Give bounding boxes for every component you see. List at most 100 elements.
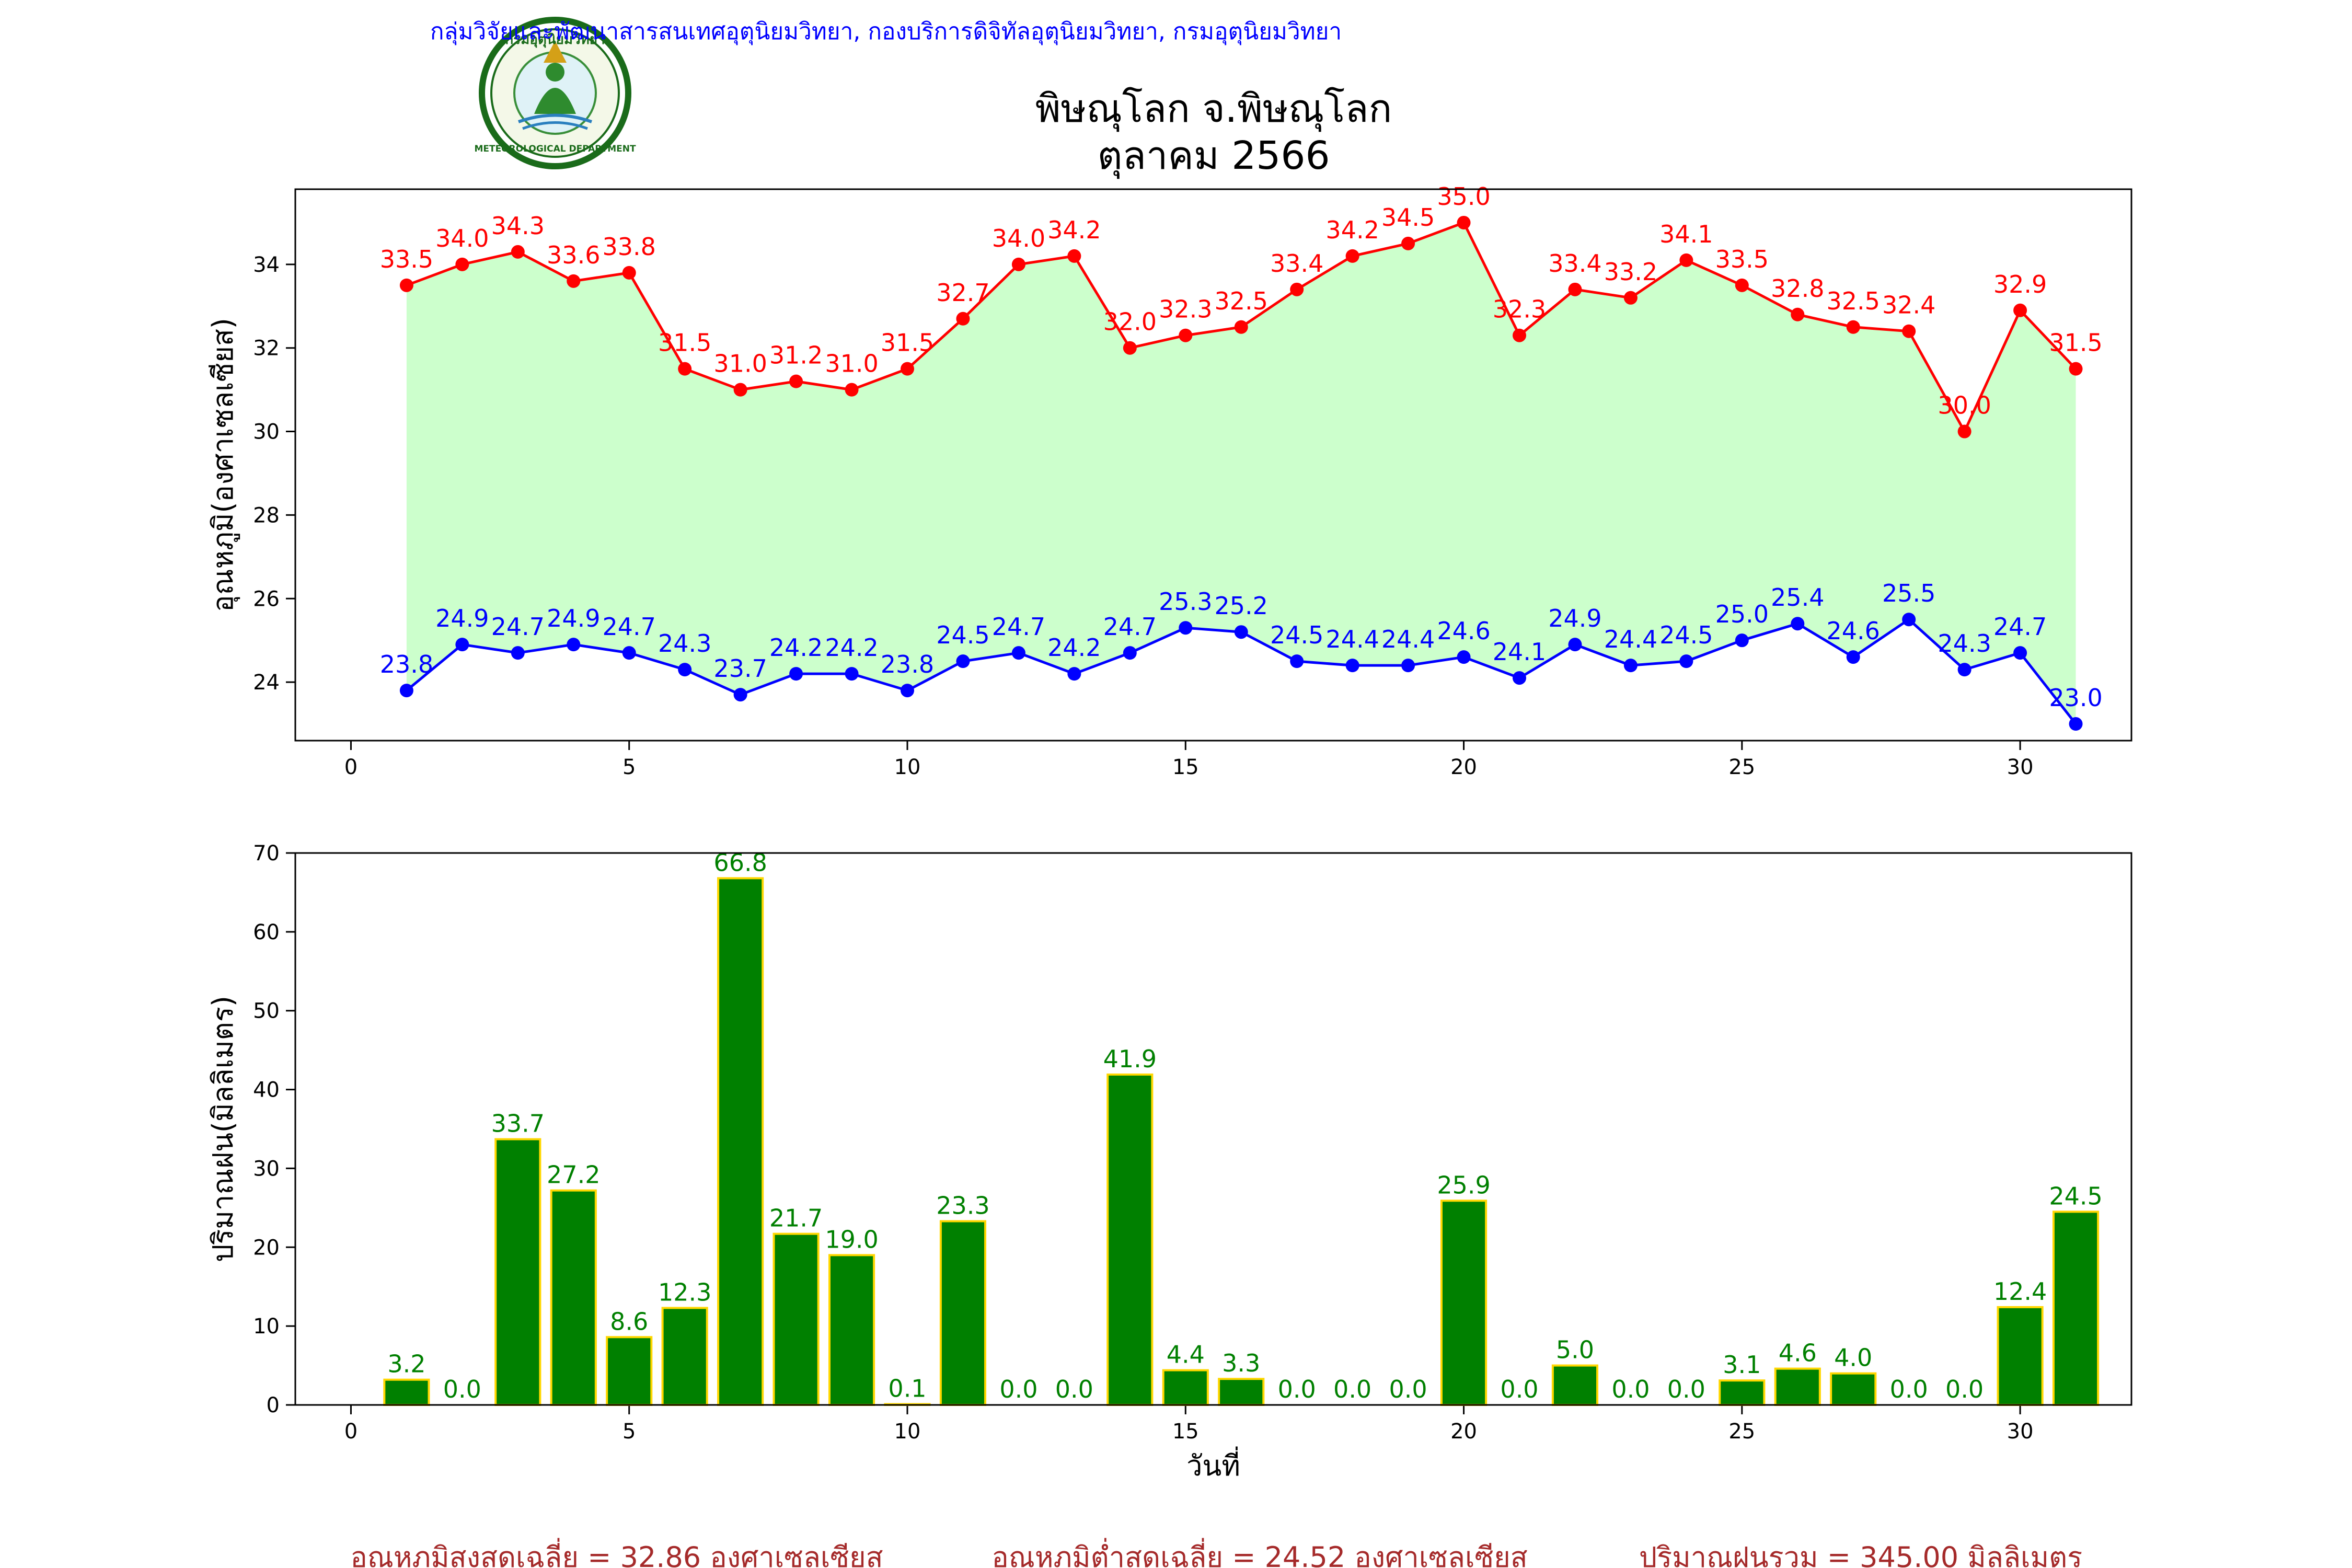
- min-temp-data-label: 24.7: [1103, 613, 1157, 641]
- max-temp-point: [1401, 236, 1415, 250]
- min-temp-point: [622, 646, 636, 660]
- rainfall-plot-frame: [294, 852, 2132, 1406]
- agency-credit: กลุ่มวิจัยและพัฒนาสารสนเทศอุตุนิยมวิทยา,…: [430, 18, 1342, 45]
- max-temp-data-label: 32.5: [1215, 287, 1268, 315]
- max-temp-point: [1679, 253, 1693, 267]
- max-temp-data-label: 35.0: [1437, 182, 1490, 211]
- rain-data-label: 3.1: [1723, 1351, 1761, 1379]
- rain-bar: [1551, 1364, 1599, 1406]
- max-temp-data-label: 31.5: [658, 329, 711, 357]
- min-temp-point: [1957, 663, 1971, 677]
- max-temp-data-label: 30.0: [1938, 391, 1991, 420]
- y-axis-label: ปริมาณฝน(มิลลิเมตร): [206, 996, 239, 1262]
- max-temp-data-label: 33.6: [547, 241, 600, 269]
- max-temp-data-label: 32.0: [1103, 308, 1157, 336]
- min-temp-point: [567, 638, 581, 652]
- rain-data-label: 5.0: [1556, 1336, 1594, 1364]
- max-temp-point: [567, 274, 581, 288]
- min-temp-data-label: 24.7: [992, 613, 1045, 641]
- y-tick-label: 0: [267, 1393, 280, 1417]
- max-temp-data-label: 32.5: [1827, 287, 1880, 315]
- max-temp-point: [956, 312, 970, 326]
- min-temp-data-label: 24.5: [936, 621, 989, 649]
- rain-data-label: 0.0: [1389, 1375, 1427, 1403]
- max-temp-point: [399, 278, 413, 292]
- max-temp-point: [1902, 324, 1916, 338]
- max-temp-point: [1179, 328, 1193, 342]
- rain-data-label: 21.7: [769, 1204, 823, 1232]
- rain-bar: [828, 1254, 875, 1406]
- min-temp-point: [678, 663, 692, 677]
- summary-rain-total: ปริมาณฝนรวม = 345.00 มิลลิเมตร: [1639, 1541, 2082, 1568]
- min-temp-point: [733, 688, 747, 702]
- rain-data-label: 4.4: [1167, 1341, 1205, 1369]
- min-temp-point: [1568, 638, 1582, 652]
- rain-bar: [1106, 1073, 1154, 1406]
- rain-data-label: 0.0: [1500, 1375, 1538, 1403]
- max-temp-data-label: 33.5: [380, 245, 433, 273]
- y-tick-label: 40: [253, 1078, 280, 1102]
- rain-bar: [1440, 1200, 1488, 1406]
- x-tick-label: 5: [622, 1420, 636, 1444]
- min-temp-data-label: 23.0: [2049, 684, 2102, 712]
- max-temp-point: [678, 362, 692, 376]
- rain-data-label: 27.2: [547, 1161, 600, 1189]
- rain-data-label: 0.0: [1611, 1375, 1650, 1403]
- min-temp-data-label: 24.9: [547, 604, 600, 632]
- rain-data-label: 12.4: [1993, 1277, 2047, 1306]
- max-temp-point: [901, 362, 914, 376]
- max-temp-point: [789, 374, 803, 388]
- rain-data-label: 3.3: [1222, 1349, 1260, 1377]
- max-temp-point: [2069, 362, 2083, 376]
- max-temp-data-label: 34.1: [1659, 220, 1713, 248]
- min-temp-point: [399, 684, 413, 698]
- max-temp-data-label: 33.4: [1548, 249, 1601, 278]
- rain-data-label: 0.0: [443, 1375, 481, 1403]
- min-temp-point: [1011, 646, 1025, 660]
- max-temp-data-label: 31.0: [713, 350, 767, 378]
- rain-bar: [661, 1307, 708, 1406]
- y-tick-label: 50: [253, 999, 280, 1023]
- max-temp-data-label: 31.0: [825, 350, 878, 378]
- summary-max-avg: อุณหภูมิสูงสุดเฉลี่ย = 32.86 องศาเซลเซีย…: [350, 1538, 883, 1568]
- x-tick-label: 0: [344, 755, 358, 779]
- x-tick-label: 5: [622, 755, 636, 779]
- x-tick-label: 15: [1172, 1420, 1199, 1444]
- y-tick-label: 10: [253, 1315, 280, 1339]
- min-temp-point: [1345, 659, 1359, 673]
- y-tick-label: 28: [253, 503, 280, 527]
- min-temp-data-label: 24.2: [1047, 633, 1101, 662]
- min-temp-data-label: 23.7: [713, 654, 767, 683]
- x-tick-label: 10: [894, 755, 921, 779]
- max-temp-data-label: 33.2: [1604, 258, 1657, 286]
- rain-bar: [1997, 1306, 2044, 1406]
- rain-data-label: 23.3: [936, 1192, 989, 1220]
- min-temp-data-label: 23.8: [881, 650, 934, 678]
- max-temp-data-label: 31.2: [769, 341, 823, 370]
- logo-bottom-text: METEOROLOGICAL DEPARTMENT: [474, 144, 636, 154]
- min-temp-data-label: 24.4: [1381, 625, 1435, 653]
- max-temp-point: [455, 257, 469, 271]
- rain-data-label: 0.0: [1945, 1375, 1984, 1403]
- min-temp-point: [1123, 646, 1137, 660]
- y-tick-label: 26: [253, 587, 280, 611]
- min-temp-data-label: 24.5: [1659, 621, 1713, 649]
- rain-bar: [550, 1189, 597, 1406]
- rain-bar: [1719, 1379, 1766, 1406]
- y-tick-label: 24: [253, 671, 280, 695]
- min-temp-data-label: 24.1: [1493, 638, 1546, 666]
- min-temp-point: [455, 638, 469, 652]
- max-temp-point: [1957, 424, 1971, 439]
- max-temp-point: [1791, 307, 1805, 321]
- y-tick-label: 20: [253, 1236, 280, 1260]
- max-temp-data-label: 31.5: [2049, 329, 2102, 357]
- rain-data-label: 4.0: [1834, 1344, 1872, 1372]
- max-temp-data-label: 32.8: [1771, 274, 1824, 303]
- rain-data-label: 19.0: [825, 1225, 878, 1253]
- max-temp-data-label: 32.4: [1882, 291, 1935, 319]
- max-temp-data-label: 32.3: [1493, 295, 1546, 324]
- min-temp-data-label: 25.5: [1882, 579, 1935, 607]
- rainfall-chart: 0 5 10 15 20 25 30 0 10 20 30 40 50 60 70 ปริมาณฝน(มิลล…: [206, 841, 2132, 1482]
- x-tick-label: 10: [894, 1420, 921, 1444]
